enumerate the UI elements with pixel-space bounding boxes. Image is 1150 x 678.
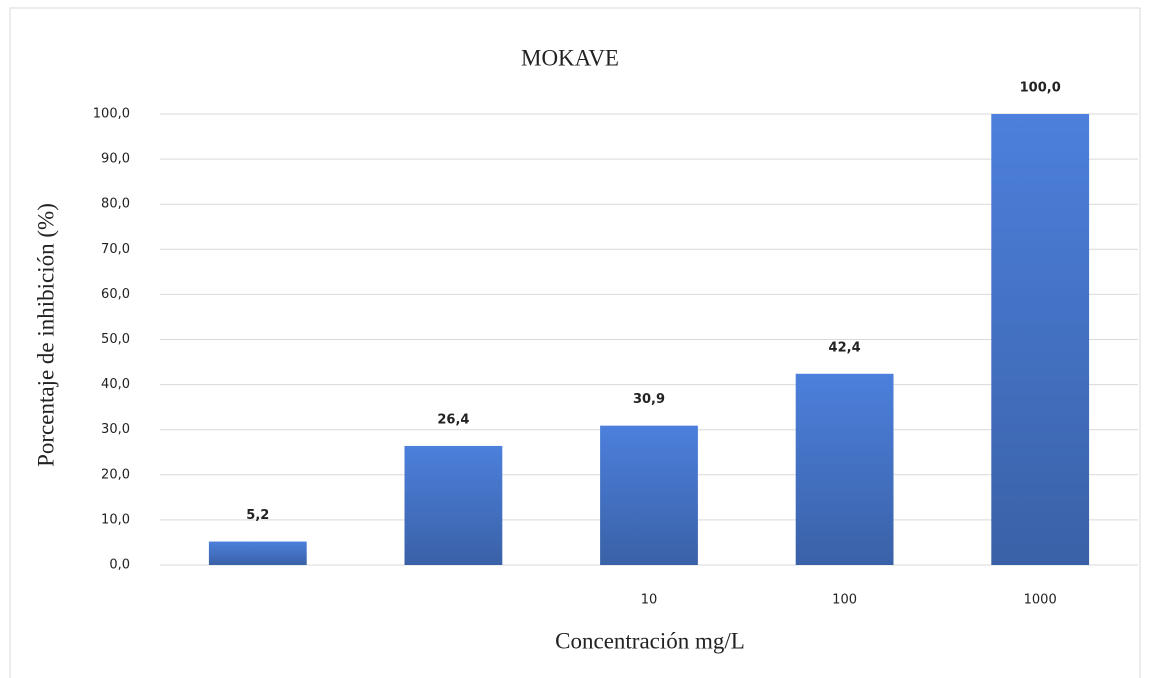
bar [795,373,894,565]
y-tick-label: 40,0 [101,377,130,392]
y-tick-label: 90,0 [101,152,130,167]
y-tick-label: 100,0 [93,107,130,122]
data-label: 42,4 [829,340,861,355]
y-tick-label: 70,0 [101,242,130,257]
x-axis-title: Concentración mg/L [555,628,745,653]
y-tick-label: 80,0 [101,197,130,212]
y-tick-label: 20,0 [101,467,130,482]
data-label: 26,4 [437,412,469,427]
y-tick-label: 10,0 [101,512,130,527]
bar [991,114,1090,565]
bar [208,541,307,565]
y-tick-label: 50,0 [101,332,130,347]
bar [404,445,503,565]
y-axis-title: Porcentaje de inhibición (%) [33,203,58,467]
data-label: 5,2 [246,508,269,523]
y-tick-label: 60,0 [101,287,130,302]
y-tick-label: 0,0 [109,558,130,573]
x-tick-label: 10 [641,593,658,608]
x-tick-label: 100 [832,593,857,608]
bar [600,425,698,565]
y-tick-label: 30,0 [101,422,130,437]
data-label: 30,9 [633,392,665,407]
data-label: 100,0 [1020,81,1061,96]
chart-border [9,7,1141,678]
chart-title: MOKAVE [521,45,619,70]
x-tick-label: 1000 [1024,593,1057,608]
